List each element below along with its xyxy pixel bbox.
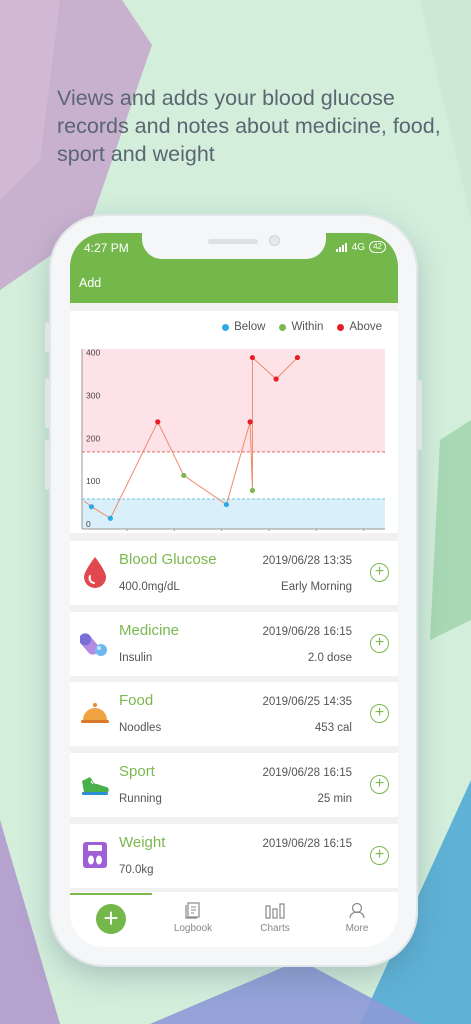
data-point xyxy=(249,487,256,494)
network-type: 4G xyxy=(351,241,366,253)
record-value: 25 min xyxy=(317,793,352,805)
pills-icon xyxy=(80,633,107,656)
record-title: Food xyxy=(119,692,154,709)
record-subtitle: 70.0kg xyxy=(119,864,154,876)
add-glucose-button[interactable]: + xyxy=(370,563,389,582)
status-icons: 4G 42 xyxy=(335,241,386,253)
within-zone xyxy=(82,451,385,499)
data-point xyxy=(107,515,114,521)
sneaker-icon xyxy=(82,777,109,795)
data-point xyxy=(247,419,253,425)
record-weight[interactable]: Weight 70.0kg 2019/06/28 16:15 + xyxy=(70,824,398,888)
add-sport-button[interactable]: + xyxy=(370,775,389,794)
legend-below: Below xyxy=(222,321,265,333)
record-value: 453 cal xyxy=(314,722,352,734)
record-date: 2019/06/28 13:35 xyxy=(262,555,352,567)
chart-legend: Below Within Above xyxy=(222,321,382,333)
person-icon xyxy=(349,902,365,919)
below-dot-icon xyxy=(222,323,230,331)
y-tick-label: 400 xyxy=(86,348,100,358)
add-record-fab[interactable]: + xyxy=(96,904,126,934)
status-time: 4:27 PM xyxy=(84,241,129,255)
signal-icon xyxy=(335,242,347,252)
phone-volume-down xyxy=(45,440,49,490)
record-food[interactable]: Food Noodles 2019/06/25 14:35 453 cal + xyxy=(70,682,398,746)
record-title: Weight xyxy=(119,834,166,851)
bottom-nav: + Logbook Charts More xyxy=(70,892,398,947)
battery-icon: 42 xyxy=(369,241,386,253)
y-tick-label: 0 xyxy=(86,519,91,529)
record-subtitle: Running xyxy=(119,793,162,805)
phone-side-button xyxy=(45,322,49,352)
legend-within-label: Within xyxy=(291,321,324,333)
record-value: 2.0 dose xyxy=(307,652,352,664)
record-sport[interactable]: Sport Running 2019/06/28 16:15 25 min + xyxy=(70,753,398,817)
add-medicine-button[interactable]: + xyxy=(370,634,389,653)
phone-power-button xyxy=(418,380,422,450)
nav-logbook[interactable]: Logbook xyxy=(152,902,234,934)
legend-within: Within xyxy=(279,321,323,333)
logbook-icon xyxy=(185,902,200,919)
charts-icon xyxy=(265,903,285,919)
food-cloche-icon xyxy=(81,703,109,723)
record-title: Medicine xyxy=(119,622,180,639)
y-tick-label: 200 xyxy=(86,433,100,443)
phone-screen: 4:27 PM 4G 42 Add Below Within Above 0 10… xyxy=(70,233,398,947)
data-point xyxy=(155,419,161,425)
y-tick-label: 300 xyxy=(86,390,100,400)
phone-notch xyxy=(142,233,326,259)
record-date: 2019/06/25 14:35 xyxy=(262,696,352,708)
below-zone xyxy=(82,499,385,529)
phone-speaker xyxy=(208,239,258,244)
add-food-button[interactable]: + xyxy=(370,704,389,723)
above-dot-icon xyxy=(337,323,345,331)
record-blood-glucose[interactable]: Blood Glucose 400.0mg/dL 2019/06/28 13:3… xyxy=(70,541,398,605)
data-point xyxy=(223,501,229,508)
record-subtitle: 400.0mg/dL xyxy=(119,581,180,593)
glucose-chart[interactable]: 0100200300400060810121416 xyxy=(70,341,398,531)
data-point xyxy=(249,354,256,361)
phone-camera xyxy=(269,235,280,246)
record-title: Sport xyxy=(119,763,155,780)
nav-more-label: More xyxy=(345,923,369,934)
record-value: Early Morning xyxy=(281,581,352,593)
record-subtitle: Insulin xyxy=(119,652,153,664)
data-point xyxy=(273,376,279,382)
record-date: 2019/06/28 16:15 xyxy=(262,626,352,638)
nav-active-indicator xyxy=(70,893,152,895)
record-title: Blood Glucose xyxy=(119,551,217,568)
record-date: 2019/06/28 16:15 xyxy=(262,838,352,850)
legend-below-label: Below xyxy=(234,321,266,333)
data-point xyxy=(294,354,301,361)
legend-above: Above xyxy=(337,321,382,333)
data-point xyxy=(88,504,95,510)
nav-charts[interactable]: Charts xyxy=(234,902,316,934)
nav-charts-label: Charts xyxy=(260,923,290,934)
above-zone xyxy=(82,349,385,452)
add-weight-button[interactable]: + xyxy=(370,846,389,865)
record-date: 2019/06/28 16:15 xyxy=(262,767,352,779)
phone-volume-up xyxy=(45,378,49,428)
data-point xyxy=(181,472,187,479)
blood-drop-icon xyxy=(84,557,106,588)
scale-icon xyxy=(83,842,107,868)
within-dot-icon xyxy=(279,323,287,331)
legend-above-label: Above xyxy=(349,321,382,333)
y-tick-label: 100 xyxy=(86,476,100,486)
record-medicine[interactable]: Medicine Insulin 2019/06/28 16:15 2.0 do… xyxy=(70,612,398,676)
glucose-chart-card: Below Within Above 010020030040006081012… xyxy=(70,311,398,533)
nav-logbook-label: Logbook xyxy=(173,923,213,934)
nav-more[interactable]: More xyxy=(316,902,398,934)
tagline: Views and adds your blood glucose record… xyxy=(57,86,441,166)
add-button[interactable]: Add xyxy=(79,276,102,290)
record-subtitle: Noodles xyxy=(119,722,162,734)
